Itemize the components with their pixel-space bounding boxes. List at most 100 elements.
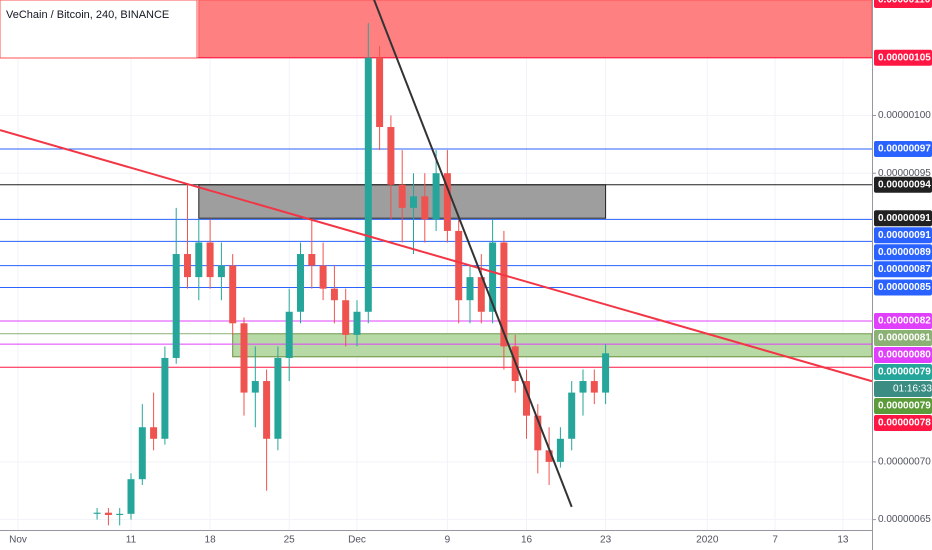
- candle-body: [364, 57, 372, 312]
- price-label: 0.00000087: [878, 264, 931, 275]
- price-label-bg: [874, 364, 932, 381]
- axes: Nov 11 18 25 Dec 9 16 23 2020 7 13 0.00000100 0.0000…: [9, 0, 932, 546]
- countdown-bg: [874, 381, 932, 398]
- price-label: 0.00000097: [878, 144, 931, 155]
- x-tick-label: 23: [600, 535, 612, 546]
- price-label-bg: [874, 227, 932, 244]
- candle-body: [217, 265, 225, 278]
- y-tick-label: 0.00000065: [878, 514, 931, 525]
- candle-body: [195, 242, 203, 278]
- price-label-bg: [874, 261, 932, 278]
- x-tick-label: 18: [205, 535, 217, 546]
- candle-body: [138, 427, 146, 480]
- candle-body: [206, 242, 214, 278]
- price-label: 0.00000081: [878, 333, 931, 344]
- x-tick-label: 25: [284, 535, 296, 546]
- candle-body: [297, 254, 304, 312]
- x-tick-label: 2020: [696, 535, 719, 546]
- trendline: [0, 129, 873, 383]
- price-label-bg: [874, 330, 932, 347]
- candle-body: [251, 381, 259, 393]
- candle-body: [274, 357, 282, 439]
- price-label-bg: [874, 140, 932, 157]
- candle-body: [353, 311, 361, 335]
- price-label: 0.00000110: [878, 0, 931, 6]
- x-tick-label: Nov: [9, 535, 27, 546]
- price-label-bg: [874, 398, 932, 415]
- price-label-bg: [874, 49, 932, 66]
- candle-body: [161, 357, 169, 439]
- y-tick-label: 0.00000095: [878, 168, 931, 179]
- price-label: 0.00000094: [878, 179, 931, 190]
- price-label-bg: [874, 415, 932, 432]
- x-tick-label: 11: [126, 535, 137, 546]
- x-tick-label: 13: [837, 535, 849, 546]
- candle-body: [523, 381, 530, 416]
- candle-body: [172, 254, 180, 358]
- price-label-bg: [874, 210, 932, 227]
- candle-body: [443, 173, 451, 231]
- chart-title: VeChain / Bitcoin, 240, BINANCE: [6, 9, 169, 21]
- y-tick-label: 0.00000100: [878, 110, 931, 121]
- title-box: [0, 0, 198, 59]
- candle-body: [229, 265, 237, 324]
- price-label: 0.00000080: [878, 350, 931, 361]
- x-tick-label: Dec: [348, 535, 366, 546]
- candle-body: [330, 288, 338, 301]
- price-label-bg: [874, 313, 932, 330]
- candle-body: [342, 300, 350, 335]
- price-label: 0.00000085: [878, 282, 931, 293]
- x-tick-label: 7: [772, 535, 778, 546]
- plot-area: [0, 0, 873, 530]
- candle-body: [545, 450, 553, 462]
- price-label: 0.00000078: [878, 418, 931, 429]
- candle-body: [489, 242, 497, 312]
- price-label: 0.00000089: [878, 247, 931, 258]
- price-label-bg: [874, 347, 932, 364]
- candle-body: [579, 381, 587, 393]
- y-tick-label: 0.00000070: [878, 457, 931, 468]
- candle-body: [285, 311, 293, 358]
- candle-body: [263, 381, 271, 439]
- candle-body: [398, 184, 406, 208]
- candle-body: [432, 173, 440, 220]
- candle-body: [455, 230, 463, 301]
- price-label-bg: [874, 176, 932, 193]
- candle-body: [387, 127, 395, 185]
- candle-body: [116, 513, 124, 515]
- price-label: 0.00000091: [878, 213, 931, 224]
- candle-body: [534, 415, 542, 451]
- price-label-bg: [874, 279, 932, 296]
- candle-body: [602, 353, 610, 393]
- x-tick-label: 16: [521, 535, 533, 546]
- candle-body: [477, 277, 485, 312]
- candle-body: [93, 512, 101, 514]
- x-tick-label: 9: [445, 535, 451, 546]
- candle-body: [376, 57, 384, 128]
- price-label: 0.00000091: [878, 230, 931, 241]
- trendline: [373, 0, 573, 508]
- candle-body: [410, 196, 417, 208]
- candle-body: [500, 242, 508, 347]
- price-label: 0.00000105: [878, 52, 931, 63]
- zone-box: [198, 0, 873, 59]
- candle-body: [319, 265, 327, 289]
- candle-body: [466, 277, 474, 301]
- candle-body: [568, 392, 576, 439]
- price-label: 0.00000079: [878, 367, 931, 378]
- price-label: 0.00000082: [878, 316, 931, 327]
- candle-body: [150, 427, 158, 439]
- price-label-bg: [874, 244, 932, 261]
- candle-body: [308, 254, 316, 266]
- price-label-bg: [874, 0, 932, 8]
- candle-body: [240, 323, 248, 393]
- price-label: 0.00000079: [878, 401, 931, 412]
- candle-body: [556, 438, 564, 462]
- candle-body: [590, 381, 598, 393]
- candle-body: [104, 512, 112, 515]
- candle-body: [421, 196, 429, 220]
- candle-body: [184, 254, 191, 278]
